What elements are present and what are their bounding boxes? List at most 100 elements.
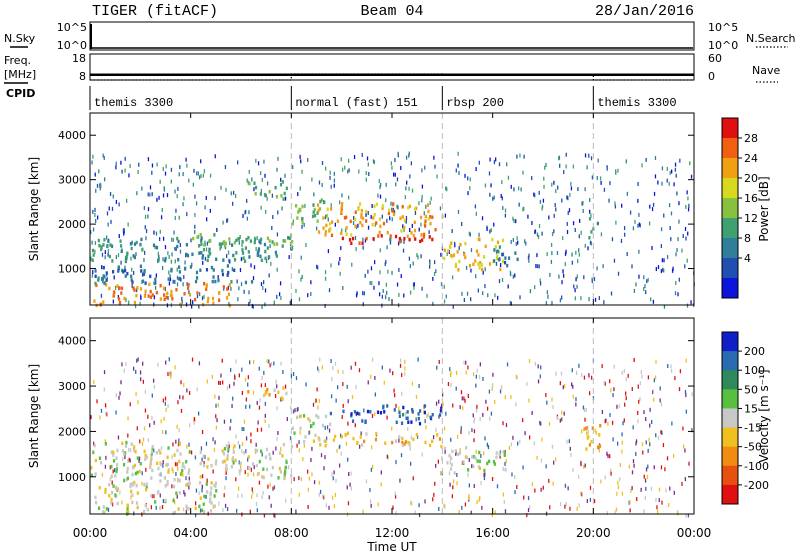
noise-cell [510,301,512,306]
noise-cell [661,258,664,263]
noise-cell [377,502,379,507]
noise-cell [553,180,555,185]
noise-cell [590,213,592,218]
noise-cell [433,260,436,265]
data-cell [481,267,484,272]
noise-cell [373,160,376,165]
noise-cell [165,430,167,435]
noise-cell [468,231,470,236]
data-cell [354,210,357,214]
data-cell [405,416,408,420]
noise-cell [235,508,238,513]
noise-cell [682,426,684,431]
noise-cell [669,486,671,491]
data-cell [496,240,500,245]
data-cell [251,462,255,466]
noise-cell [241,367,243,372]
data-cell [126,470,129,474]
noise-cell [92,227,95,232]
velocity-ylabel: Slant Range [km] [27,364,41,468]
noise-cell [654,174,657,179]
noise-cell [222,508,224,513]
noise-cell [567,196,569,201]
noise-cell [434,164,436,169]
noise-cell [685,204,687,209]
data-cell [431,439,434,444]
data-cell [322,216,325,220]
noise-cell [410,161,413,166]
data-cell [207,254,210,259]
noise-cell [209,173,212,178]
noise-cell [354,423,356,428]
noise-cell [299,154,301,159]
colorbar-swatch [722,446,738,467]
noise-cell [386,415,388,420]
noise-cell [90,230,92,235]
noise-cell [238,373,240,378]
noise-cell [415,394,418,399]
data-cell [369,410,372,414]
noise-cell [470,268,472,273]
noise-cell [159,179,161,184]
data-cell [491,237,494,242]
noise-cell [120,160,122,165]
noise-cell [546,400,548,405]
data-cell [266,387,269,392]
data-cell [316,219,319,223]
noise-cell [536,264,539,269]
noise-cell [690,300,692,305]
noise-cell [172,279,174,284]
data-cell [122,270,125,274]
noise-cell [455,168,457,173]
noise-cell [384,262,386,267]
data-cell [340,231,343,236]
noise-cell [614,510,616,515]
noise-cell [475,383,477,388]
data-cell [323,200,326,204]
noise-cell [121,362,123,367]
noise-cell [496,484,499,489]
noise-cell [273,300,275,305]
noise-cell [405,219,407,224]
noise-cell [684,477,687,482]
noise-cell [99,186,101,191]
noise-cell [249,509,251,514]
noise-cell [593,277,596,282]
noise-cell [409,174,411,179]
noise-cell [284,384,287,389]
noise-cell [573,284,575,289]
data-cell [110,244,114,248]
data-cell [136,286,139,290]
noise-cell [647,464,649,469]
data-cell [281,454,284,458]
data-cell [228,237,231,241]
noise-cell [331,472,333,477]
data-cell [465,455,469,460]
noise-cell [191,357,194,362]
noise-cell [169,274,171,279]
plot-title: TIGER (fitACF) [92,3,218,20]
x-tick-label: 12:00 [375,526,410,540]
noise-cell [341,193,343,198]
noise-cell [104,464,107,469]
data-cell [198,504,201,509]
colorbar-tick-label: 50 [744,383,758,396]
noise-cell [632,459,635,464]
noise-cell [175,439,177,444]
noise-cell [412,476,414,481]
noise-cell [174,365,176,370]
noise-cell [302,457,304,462]
noise-cell [516,154,518,159]
noise-cell [609,379,611,384]
colorbar-swatch [722,351,738,371]
noise-cell [438,399,440,404]
data-cell [282,197,285,201]
noise-cell [347,158,350,163]
noise-cell [345,228,347,233]
data-cell [314,433,317,438]
noise-cell [268,495,270,500]
noise-cell [143,205,146,210]
noise-cell [400,166,402,171]
data-cell [493,259,496,263]
noise-cell [229,426,231,431]
